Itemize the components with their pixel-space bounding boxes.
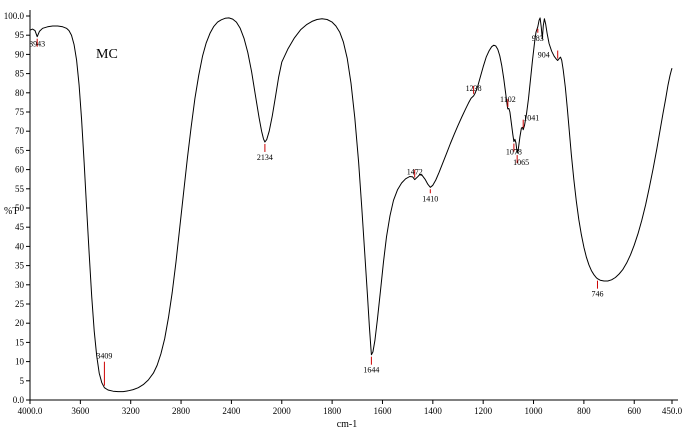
y-tick-label: 45: [15, 222, 25, 232]
x-tick-label: 4000.0: [18, 406, 43, 416]
x-tick-label: 1200: [474, 406, 493, 416]
x-axis-title: cm-1: [337, 419, 358, 430]
y-tick-label: 25: [15, 299, 25, 309]
x-tick-label: 1800: [323, 406, 342, 416]
x-tick-label: 1000: [525, 406, 544, 416]
spectrum-curve: [29, 17, 673, 393]
y-tick-label: 0.0: [13, 395, 25, 405]
peak-label: 1238: [466, 84, 482, 93]
y-axis-title: %T: [4, 206, 18, 217]
peak-label: 1065: [513, 158, 529, 167]
y-tick-label: 75: [15, 107, 25, 117]
y-tick-label: 80: [15, 88, 25, 98]
peak-label: 1472: [407, 168, 423, 177]
y-tick-label: 15: [15, 337, 25, 347]
x-tick-label: 1600: [373, 406, 392, 416]
y-tick-label: 10: [15, 357, 25, 367]
sample-label: MC: [96, 47, 118, 62]
x-tick-label: 2000: [273, 406, 292, 416]
peak-label: 746: [591, 290, 603, 299]
y-tick-label: 20: [15, 318, 25, 328]
x-tick-label: 2800: [172, 406, 191, 416]
x-tick-label: 2400: [222, 406, 241, 416]
y-tick-label: 90: [15, 49, 25, 59]
y-tick-label: 65: [15, 145, 25, 155]
y-tick-label: 35: [15, 261, 25, 271]
peak-label: 1102: [500, 95, 516, 104]
y-tick-label: 40: [15, 241, 25, 251]
axis-lines: [29, 10, 678, 401]
y-tick-label: 50: [15, 203, 25, 213]
peak-label: 904: [538, 51, 550, 60]
peak-label: 983: [532, 34, 544, 43]
peak-label: 1644: [363, 366, 379, 375]
peak-label: 3409: [96, 352, 112, 361]
x-tick-label: 1400: [424, 406, 443, 416]
peak-label: 1410: [422, 194, 438, 203]
y-tick-label: 100.0: [4, 11, 25, 21]
y-tick-label: 95: [15, 30, 25, 40]
peak-label: 1078: [506, 148, 522, 157]
y-tick-label: 55: [15, 184, 25, 194]
x-tick-label: 3200: [122, 406, 141, 416]
x-tick-label: 600: [627, 406, 641, 416]
x-tick-label: 800: [577, 406, 591, 416]
peak-label: 2134: [257, 153, 273, 162]
y-tick-label: 5: [20, 376, 25, 386]
y-tick-label: 85: [15, 69, 25, 79]
y-tick-label: 30: [15, 280, 25, 290]
peak-label: 1041: [523, 114, 539, 123]
y-tick-label: 70: [15, 126, 25, 136]
x-tick-label: 450.0: [662, 406, 683, 416]
x-tick-label: 3600: [71, 406, 90, 416]
peak-label: 3943: [29, 40, 45, 49]
y-tick-label: 60: [15, 165, 25, 175]
